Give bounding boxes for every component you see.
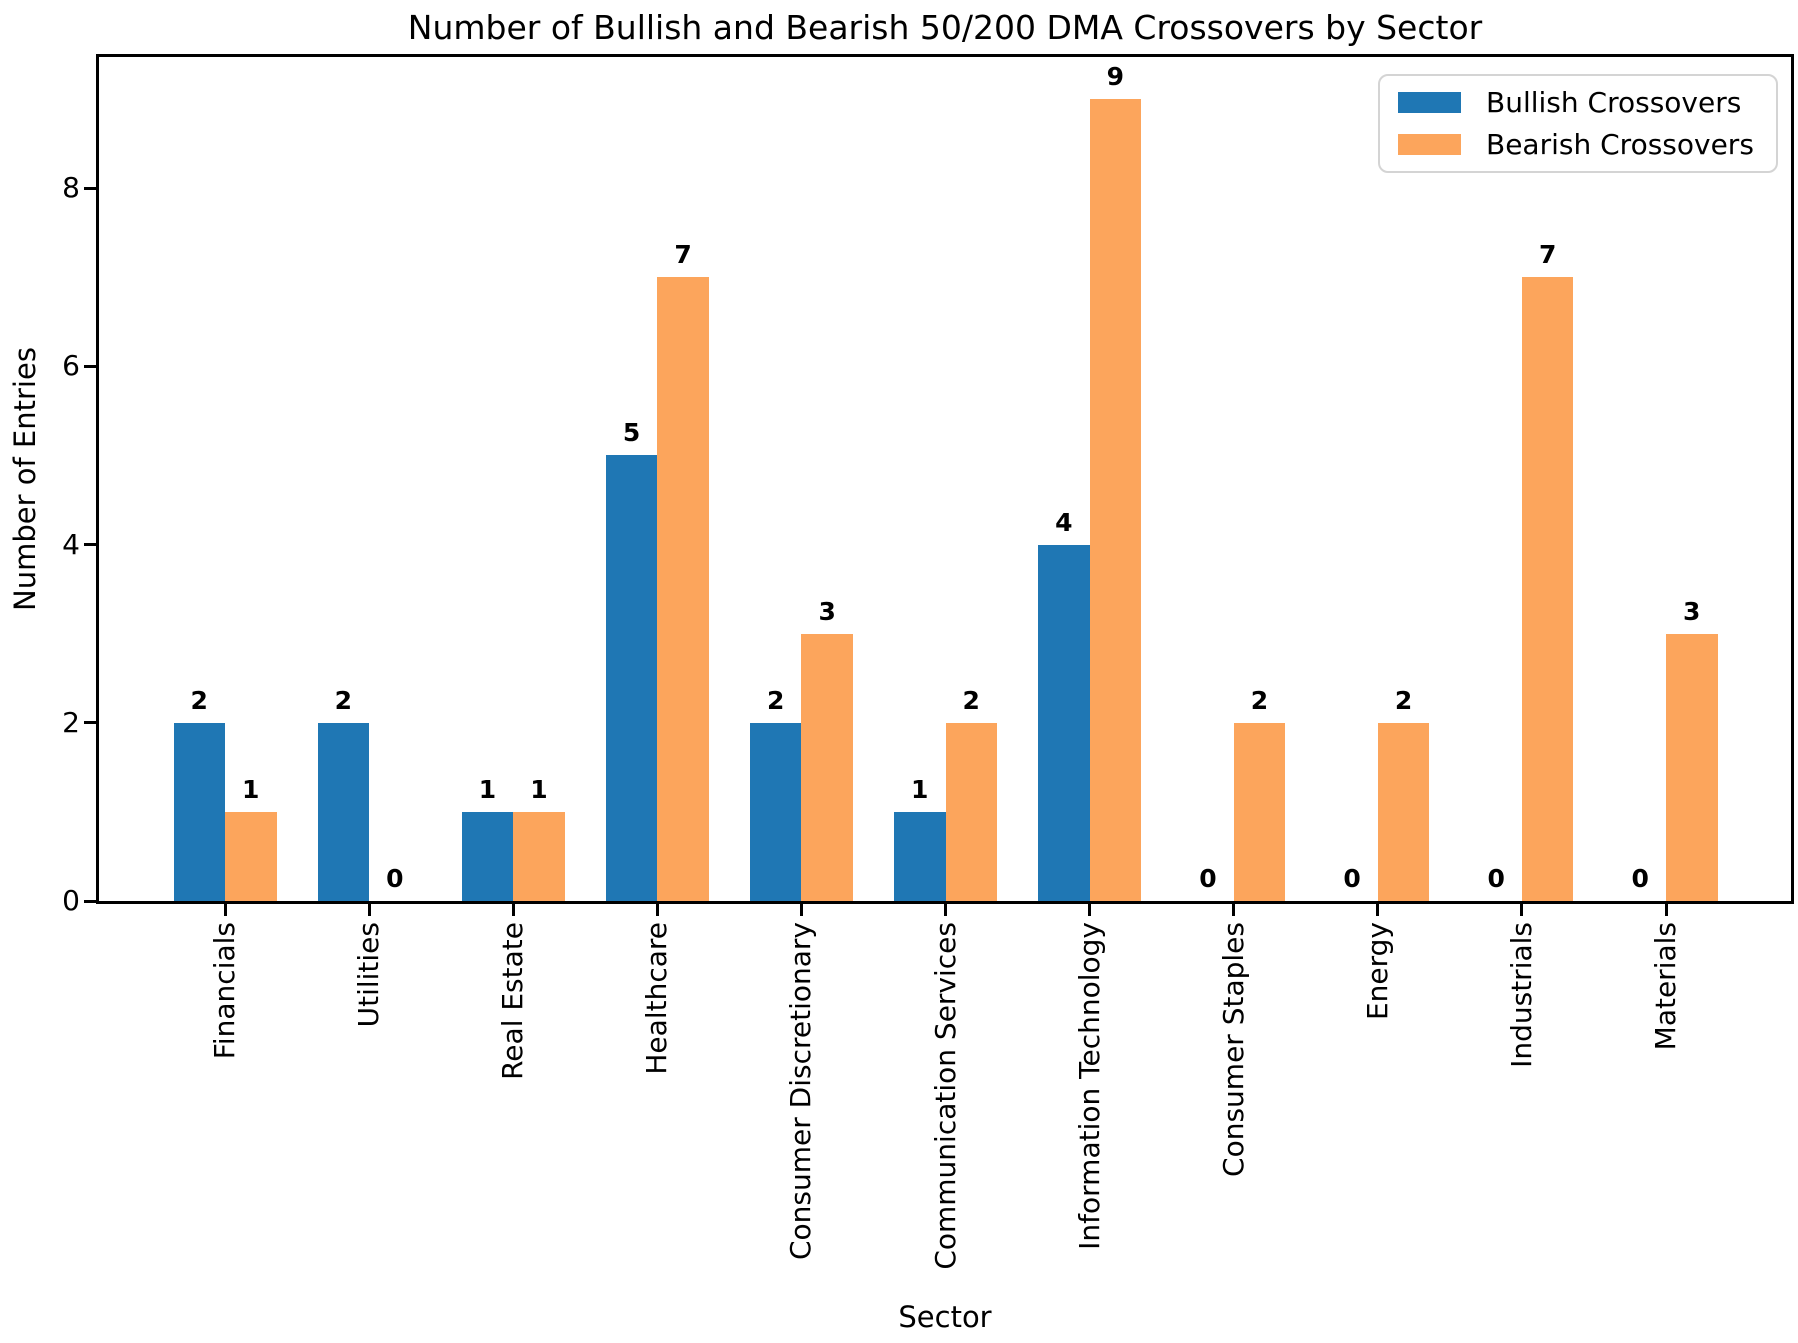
x-tick-label-consumer-discretionary: Consumer Discretionary xyxy=(784,922,818,1260)
bar-bullish-real-estate xyxy=(461,811,514,901)
x-axis-label: Sector xyxy=(898,1300,992,1334)
x-tick-label-real-estate: Real Estate xyxy=(496,922,530,1080)
bar-bearish-energy xyxy=(1377,722,1430,901)
value-label-bullish-utilities: 2 xyxy=(334,685,353,715)
y-tick-mark xyxy=(84,899,97,903)
y-tick-label-2: 2 xyxy=(62,705,80,739)
y-tick-mark xyxy=(84,364,97,368)
x-tick-mark xyxy=(799,903,803,916)
x-tick-mark xyxy=(1376,903,1380,916)
value-label-bullish-energy: 0 xyxy=(1343,864,1361,893)
x-tick-mark xyxy=(511,903,515,916)
bar-bullish-utilities xyxy=(317,722,370,901)
bar-bearish-real-estate xyxy=(513,811,565,901)
value-label-bearish-energy: 2 xyxy=(1394,685,1413,715)
value-label-bullish-consumer-staples: 0 xyxy=(1199,864,1217,893)
value-label-bearish-consumer-staples: 2 xyxy=(1250,685,1269,715)
x-tick-label-information-technology: Information Technology xyxy=(1072,922,1106,1250)
x-tick-mark xyxy=(944,903,947,916)
x-tick-label-utilities: Utilities xyxy=(352,922,386,1028)
value-label-bearish-materials: 3 xyxy=(1683,596,1701,626)
x-tick-mark xyxy=(1664,903,1668,916)
value-label-bearish-industrials: 7 xyxy=(1538,240,1557,270)
x-tick-label-financials: Financials xyxy=(208,922,241,1060)
value-label-bearish-utilities: 0 xyxy=(386,864,404,893)
plot-area xyxy=(96,54,1794,904)
bar-bearish-consumer-discretionary xyxy=(801,633,853,901)
value-label-bearish-financials: 1 xyxy=(242,774,260,804)
chart-title: Number of Bullish and Bearish 50/200 DMA… xyxy=(407,8,1483,47)
y-tick-mark xyxy=(84,721,97,725)
x-tick-mark xyxy=(1232,903,1236,916)
value-label-bearish-communication-services: 2 xyxy=(962,685,980,715)
bar-bearish-financials xyxy=(225,811,277,901)
legend-swatch-bearish-icon xyxy=(1398,134,1461,155)
x-tick-label-industrials: Industrials xyxy=(1504,922,1538,1068)
x-tick-mark xyxy=(223,903,227,916)
legend-entry-bearish: Bearish Crossovers xyxy=(1398,127,1758,161)
x-tick-mark xyxy=(367,903,371,916)
x-tick-label-healthcare: Healthcare xyxy=(640,922,674,1075)
y-tick-label-8: 8 xyxy=(62,171,80,204)
bar-bearish-communication-services xyxy=(945,722,997,901)
legend-label-bullish: Bullish Crossovers xyxy=(1486,85,1742,119)
value-label-bullish-industrials: 0 xyxy=(1487,864,1505,893)
bar-bullish-financials xyxy=(173,722,225,901)
x-tick-mark xyxy=(1520,903,1524,916)
y-tick-mark xyxy=(84,186,97,190)
value-label-bullish-materials: 0 xyxy=(1631,864,1649,893)
x-tick-label-consumer-staples: Consumer Staples xyxy=(1216,922,1250,1177)
value-label-bearish-healthcare: 7 xyxy=(674,240,692,270)
value-label-bullish-healthcare: 5 xyxy=(622,418,641,448)
value-label-bearish-information-technology: 9 xyxy=(1106,61,1125,91)
bar-bullish-communication-services xyxy=(894,811,946,901)
y-tick-label-6: 6 xyxy=(62,349,80,383)
x-tick-mark xyxy=(1088,903,1092,916)
bar-bullish-healthcare xyxy=(605,455,658,901)
x-tick-mark xyxy=(655,903,659,916)
legend: Bullish Crossovers Bearish Crossovers xyxy=(1378,74,1778,173)
y-tick-label-0: 0 xyxy=(62,884,80,917)
bar-bearish-industrials xyxy=(1521,277,1574,901)
y-tick-label-4: 4 xyxy=(62,527,80,561)
value-label-bullish-real-estate: 1 xyxy=(478,774,497,804)
bar-bearish-healthcare xyxy=(657,277,709,901)
value-label-bullish-communication-services: 1 xyxy=(911,774,929,804)
x-tick-label-materials: Materials xyxy=(1649,922,1682,1051)
value-label-bullish-consumer-discretionary: 2 xyxy=(766,685,785,715)
value-label-bullish-financials: 2 xyxy=(190,685,208,715)
value-label-bullish-information-technology: 4 xyxy=(1055,507,1073,537)
legend-swatch-bullish-icon xyxy=(1398,92,1461,113)
bar-bearish-information-technology xyxy=(1089,98,1142,901)
value-label-bearish-consumer-discretionary: 3 xyxy=(818,596,836,626)
bar-bullish-consumer-discretionary xyxy=(749,722,802,901)
x-tick-label-energy: Energy xyxy=(1360,922,1394,1021)
value-label-bearish-real-estate: 1 xyxy=(530,774,548,804)
x-tick-label-communication-services: Communication Services xyxy=(928,922,962,1270)
bar-bearish-materials xyxy=(1666,633,1718,901)
legend-entry-bullish: Bullish Crossovers xyxy=(1398,85,1758,119)
legend-label-bearish: Bearish Crossovers xyxy=(1486,127,1754,161)
y-tick-mark xyxy=(84,543,97,546)
bar-bullish-information-technology xyxy=(1038,544,1090,901)
bar-bearish-consumer-staples xyxy=(1233,722,1286,901)
